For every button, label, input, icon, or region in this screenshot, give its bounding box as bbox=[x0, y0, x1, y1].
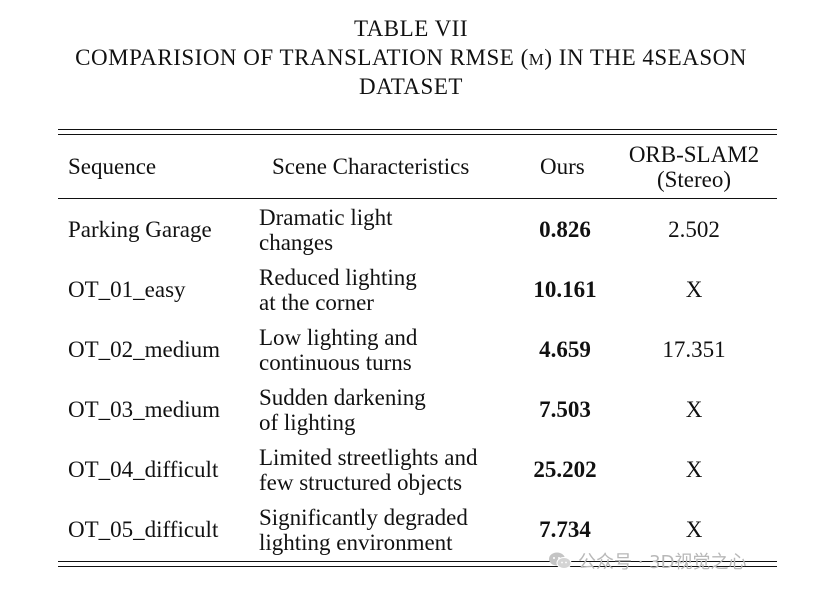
top-rule-1 bbox=[58, 129, 777, 131]
header-sequence: Sequence bbox=[68, 154, 157, 179]
cell-scene-line2: continuous turns bbox=[259, 350, 412, 375]
cell-ours: 0.826 bbox=[539, 217, 591, 242]
header-ours: Ours bbox=[540, 154, 585, 179]
cell-orb: 2.502 bbox=[668, 217, 720, 242]
cell-sequence: OT_03_medium bbox=[68, 397, 221, 422]
cell-scene-line2: of lighting bbox=[259, 410, 356, 435]
cell-scene-line1: Limited streetlights and bbox=[259, 445, 478, 470]
wechat-icon bbox=[549, 552, 572, 569]
cell-orb: X bbox=[685, 457, 703, 482]
bottom-rule-2 bbox=[58, 566, 777, 568]
cell-scene-line1: Low lighting and bbox=[259, 325, 418, 350]
header-orb: ORB-SLAM2 (Stereo) bbox=[628, 142, 760, 192]
cell-ours: 25.202 bbox=[533, 457, 597, 482]
cell-orb: 17.351 bbox=[662, 337, 726, 362]
cell-sequence: Parking Garage bbox=[68, 217, 212, 242]
cell-ours: 7.503 bbox=[539, 397, 591, 422]
cell-scene-line1: Sudden darkening bbox=[259, 385, 426, 410]
top-rule-2 bbox=[58, 134, 777, 136]
cell-sequence: OT_02_medium bbox=[68, 337, 221, 362]
table-title-cont: DATASET bbox=[359, 74, 463, 99]
cell-ours: 4.659 bbox=[539, 337, 591, 362]
unit: M bbox=[528, 50, 545, 69]
cell-scene-line1: Significantly degraded bbox=[259, 505, 468, 530]
cell-orb: X bbox=[685, 397, 703, 422]
cell-scene-line2: at the corner bbox=[259, 290, 374, 315]
cell-scene-line2: changes bbox=[259, 230, 334, 255]
header-rule bbox=[58, 198, 777, 200]
cell-sequence: OT_04_difficult bbox=[68, 457, 219, 482]
table-number: TABLE VII bbox=[353, 16, 469, 41]
cell-sequence: OT_01_easy bbox=[68, 277, 186, 302]
bottom-rule-1 bbox=[58, 561, 777, 563]
cell-ours: 10.161 bbox=[533, 277, 597, 302]
cell-scene-line1: Reduced lighting bbox=[259, 265, 417, 290]
cell-orb: X bbox=[685, 277, 703, 302]
cell-orb: X bbox=[685, 517, 703, 542]
cell-sequence: OT_05_difficult bbox=[68, 517, 219, 542]
cell-scene-line2: few structured objects bbox=[259, 470, 463, 495]
cell-ours: 7.734 bbox=[539, 517, 591, 542]
cell-scene-line2: lighting environment bbox=[259, 530, 453, 555]
cell-scene-line1: Dramatic light bbox=[259, 205, 393, 230]
watermark: 公众号 · 3D视觉之心 bbox=[548, 548, 746, 574]
table-title: COMPARISION OF TRANSLATION RMSE (M) IN T… bbox=[75, 45, 747, 70]
header-scene: Scene Characteristics bbox=[272, 154, 470, 179]
watermark-text: 公众号 · 3D视觉之心 bbox=[578, 552, 747, 573]
